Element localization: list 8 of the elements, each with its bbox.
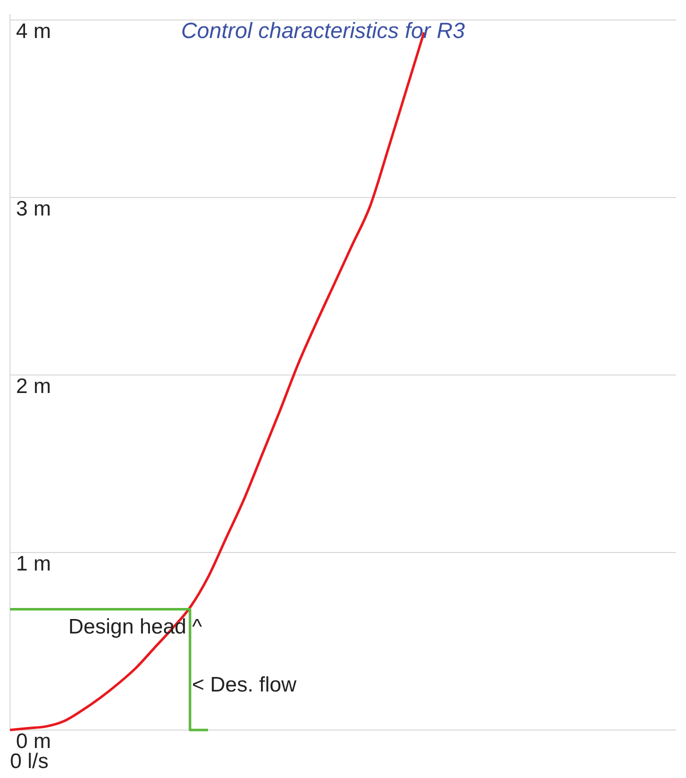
y-tick-label: 1 m [16, 552, 52, 576]
x-axis-title: 0 l/s [10, 750, 49, 773]
y-tick-label: 4 m [16, 20, 52, 43]
annotation: < Des. flow [192, 673, 298, 696]
y-tick-label: 2 m [16, 375, 52, 398]
y-tick-label: 3 m [16, 198, 52, 220]
y-tick-label: 0 m [16, 730, 52, 753]
chart-title: Control characteristics for R3 [181, 18, 466, 43]
